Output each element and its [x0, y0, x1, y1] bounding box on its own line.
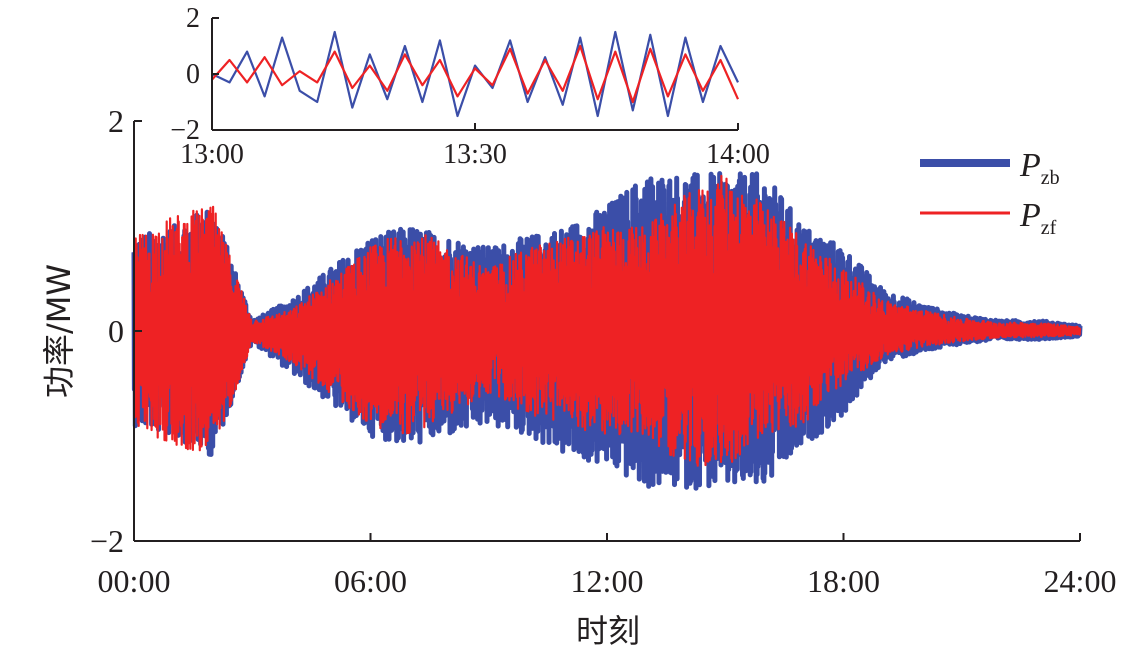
- inset-y-ticks: 2 0 −2: [170, 3, 219, 146]
- inset-x-tick-label: 13:30: [443, 139, 507, 170]
- main-x-ticks: 00:00 06:00 12:00 18:00 24:00: [98, 533, 1117, 599]
- inset-y-tick-label: 0: [186, 59, 200, 90]
- inset-series-line-pzb: [211, 30, 739, 118]
- inset-x-tick-label: 13:00: [180, 139, 244, 170]
- y-axis-label: 功率/MW: [40, 264, 78, 398]
- inset-y-tick-label: 2: [186, 3, 200, 34]
- inset-series-group: [211, 30, 740, 118]
- main-x-tick-label: 24:00: [1044, 563, 1117, 599]
- main-x-tick-label: 00:00: [98, 563, 171, 599]
- main-y-tick-label: −2: [90, 523, 124, 559]
- inset-x-tick-label: 14:00: [706, 139, 770, 170]
- main-y-ticks: −2 0 2: [90, 103, 142, 559]
- main-x-tick-label: 18:00: [807, 563, 880, 599]
- main-x-tick-label: 12:00: [571, 563, 644, 599]
- inset-y-tick-label: −2: [170, 115, 200, 146]
- main-y-tick-label: 2: [108, 103, 124, 139]
- x-axis-label: 时刻: [576, 612, 640, 650]
- inset-series-line-pzf: [211, 44, 740, 104]
- main-series-line-pzf: [132, 174, 1082, 467]
- main-x-tick-label: 06:00: [334, 563, 407, 599]
- legend: Pzb Pzf: [920, 147, 1060, 239]
- inset-plot: 13:00 13:30 14:00 2 0 −2: [170, 3, 770, 170]
- main-series-group: [131, 171, 1083, 491]
- legend-label-pzf: Pzf: [1019, 197, 1057, 239]
- main-plot: 00:00 06:00 12:00 18:00 24:00 −2 0 2 时刻 功率/MW: [40, 103, 1116, 650]
- main-y-tick-label: 0: [108, 313, 124, 349]
- legend-label-pzb: Pzb: [1019, 147, 1060, 189]
- inset-x-ticks: 13:00 13:30 14:00: [180, 123, 770, 170]
